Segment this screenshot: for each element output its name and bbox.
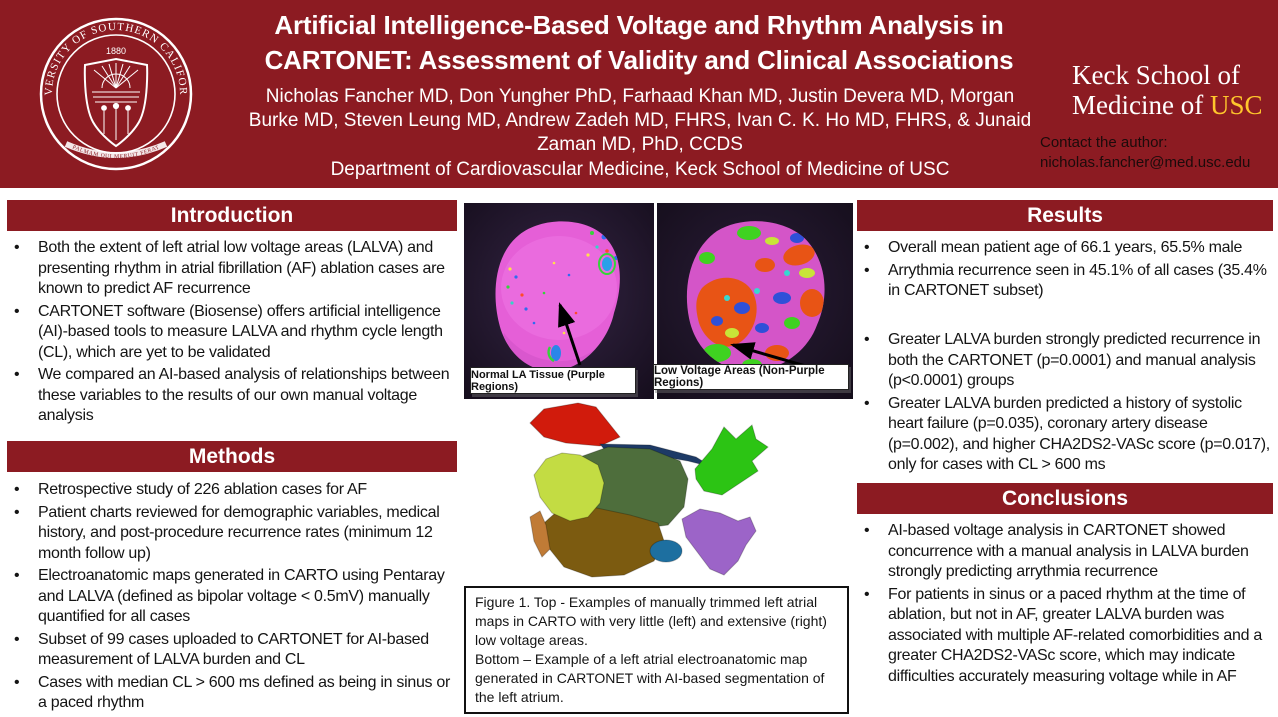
carto-map-normal-image [464,203,654,399]
bullet-item: Greater LALVA burden predicted a history… [857,394,1277,476]
contact-block: Contact the author: nicholas.fancher@med… [1040,133,1275,173]
bullet-item: AI-based voltage analysis in CARTONET sh… [857,521,1277,583]
bullet-item: Subset of 99 cases uploaded to CARTONET … [7,630,459,671]
bullet-item: For patients in sinus or a paced rhythm … [857,585,1277,688]
section-title-conclusions: Conclusions [1001,487,1128,510]
section-header-conclusions: Conclusions [857,483,1273,514]
bullet-item: CARTONET software (Biosense) offers arti… [7,302,459,364]
poster-title: Artificial Intelligence-Based Voltage an… [264,10,1014,75]
map-label-lowvoltage-text: Low Voltage Areas (Non-Purple Regions) [654,365,825,389]
keck-logo-usc-wordmark: USC [1209,90,1263,120]
bullet-item: Arrythmia recurrence seen in 45.1% of al… [857,261,1277,302]
map-label-normal-text: Normal LA Tissue (Purple Regions) [471,368,605,393]
figure-caption: Figure 1. Top - Examples of manually tri… [464,586,849,714]
figure-caption-top: Figure 1. Top - Examples of manually tri… [475,594,827,648]
contact-email: nicholas.fancher@med.usc.edu [1040,154,1251,171]
map-label-lowvoltage: Low Voltage Areas (Non-Purple Regions) [653,364,849,390]
keck-school-logo: Keck School of Medicine of USC [1072,60,1272,120]
bullet-item: Both the extent of left atrial low volta… [7,238,459,300]
arrow-normal-tissue-icon [558,302,582,366]
section-title-methods: Methods [188,445,276,468]
conclusions-list: AI-based voltage analysis in CARTONET sh… [857,519,1277,687]
bullet-item: Electroanatomic maps generated in CARTO … [7,566,459,628]
bullet-item: Overall mean patient age of 66.1 years, … [857,238,1277,259]
keck-logo-line1: Keck School of [1072,60,1240,90]
keck-logo-line2: Medicine of USC [1072,90,1272,120]
cartonet-segmentation-image [529,402,769,578]
section-title-introduction: Introduction [170,204,294,227]
section-title-results: Results [1027,204,1103,227]
introduction-list: Both the extent of left atrial low volta… [7,236,459,427]
arrow-low-voltage-icon [730,342,810,369]
section-header-introduction: Introduction [7,200,457,231]
bullet-item: Cases with median CL > 600 ms defined as… [7,673,459,714]
header-banner: UNIVERSITY OF SOUTHERN CALIFORNIA 1880 P… [0,0,1278,188]
bullet-item: We compared an AI-based analysis of rela… [7,365,459,427]
results-list-demographics: Overall mean patient age of 66.1 years, … [857,236,1277,302]
contact-label: Contact the author: [1040,134,1168,151]
section-header-results: Results [857,200,1273,231]
poster-department: Department of Cardiovascular Medicine, K… [330,159,950,180]
poster-authors: Nicholas Fancher MD, Don Yungher PhD, Fa… [248,86,1032,155]
bullet-item: Retrospective study of 226 ablation case… [7,480,459,501]
figure-caption-bottom: Bottom – Example of a left atrial electr… [475,651,825,705]
section-header-methods: Methods [7,441,457,472]
seal-year: 1880 [106,46,126,56]
usc-seal-icon: UNIVERSITY OF SOUTHERN CALIFORNIA 1880 P… [36,14,193,171]
results-list-associations: Greater LALVA burden strongly predicted … [857,328,1277,476]
map-label-normal: Normal LA Tissue (Purple Regions) [470,367,636,394]
bullet-item: Patient charts reviewed for demographic … [7,503,459,565]
bullet-item: Greater LALVA burden strongly predicted … [857,330,1277,392]
methods-list: Retrospective study of 226 ablation case… [7,478,459,714]
keck-logo-line2-text: Medicine of [1072,90,1210,120]
